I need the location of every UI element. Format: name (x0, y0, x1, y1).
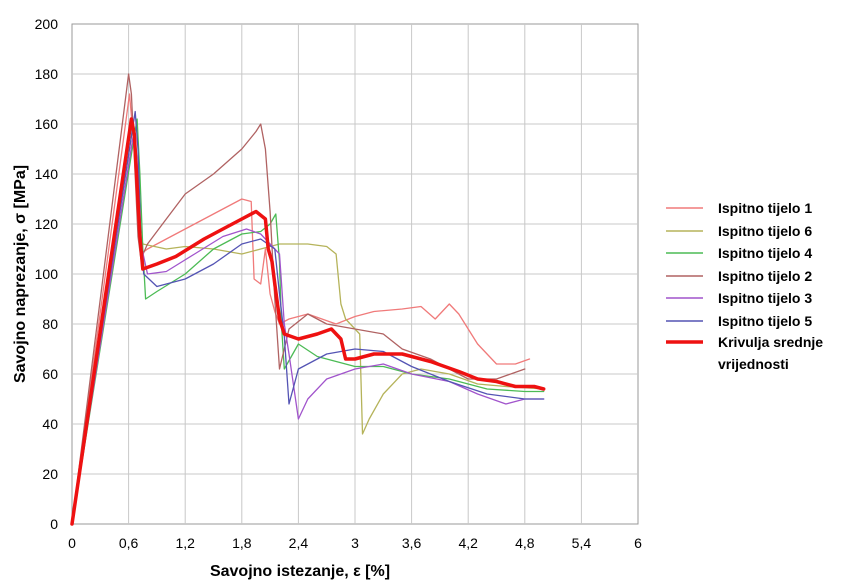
y-tick-labels: 0 20 40 60 80 100 120 140 160 180 200 (35, 16, 59, 532)
y-axis-title: Savojno naprezanje, σ [MPa] (12, 165, 29, 383)
legend-label: Ispitno tijelo 4 (718, 245, 812, 261)
x-axis-title: Savojno istezanje, ε [%] (210, 563, 390, 580)
y-tick-label: 40 (42, 416, 58, 432)
x-tick-label: 3 (351, 535, 359, 551)
y-tick-label: 120 (35, 216, 59, 232)
series-line-7 (70, 117, 546, 526)
x-tick-label: 6 (634, 535, 642, 551)
y-tick-label: 20 (42, 466, 58, 482)
legend-label: Ispitno tijelo 6 (718, 223, 812, 239)
x-tick-label: 4,2 (458, 535, 478, 551)
legend-label: Ispitno tijelo 5 (718, 313, 812, 329)
x-tick-label: 4,8 (515, 535, 535, 551)
legend-label: Ispitno tijelo 2 (718, 268, 812, 284)
legend-label: Ispitno tijelo 3 (718, 290, 812, 306)
y-tick-label: 60 (42, 366, 58, 382)
x-tick-label: 2,4 (289, 535, 309, 551)
series-line-1 (71, 93, 531, 525)
legend-label: vrijednosti (718, 356, 789, 372)
grid (72, 24, 638, 524)
legend-label: Ispitno tijelo 1 (718, 200, 812, 216)
x-tick-labels: 0 0,6 1,2 1,8 2,4 3 3,6 4,2 4,8 5,4 6 (68, 535, 642, 551)
series-line-2 (71, 123, 545, 525)
y-tick-label: 200 (35, 16, 59, 32)
series-layer (70, 73, 546, 526)
y-tick-label: 160 (35, 116, 59, 132)
y-tick-label: 80 (42, 316, 58, 332)
y-tick-label: 100 (35, 266, 59, 282)
y-tick-label: 180 (35, 66, 59, 82)
x-tick-label: 0 (68, 535, 76, 551)
x-tick-label: 5,4 (572, 535, 592, 551)
x-tick-label: 0,6 (119, 535, 139, 551)
legend-label: Krivulja srednje (718, 334, 823, 350)
y-tick-label: 140 (35, 166, 59, 182)
x-tick-label: 1,8 (232, 535, 252, 551)
x-tick-label: 3,6 (402, 535, 422, 551)
legend: Ispitno tijelo 1 Ispitno tijelo 6 Ispitno … (666, 200, 823, 372)
y-tick-label: 0 (50, 516, 58, 532)
x-tick-label: 1,2 (175, 535, 195, 551)
